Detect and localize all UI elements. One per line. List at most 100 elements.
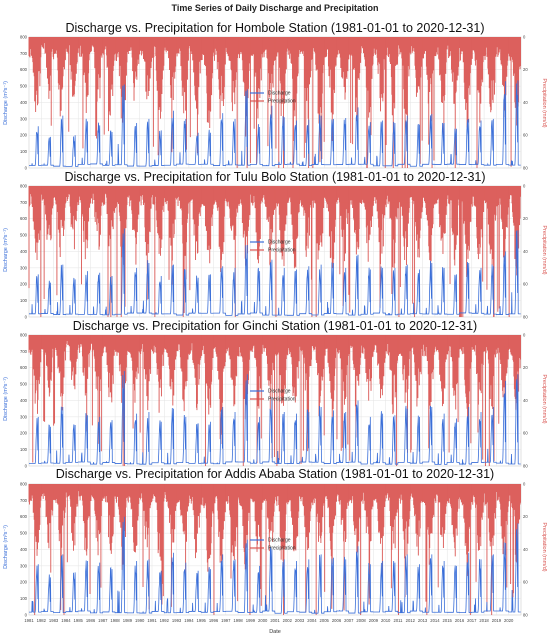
- y-tick-label: 300: [20, 265, 28, 270]
- y-tick-label: 500: [20, 84, 28, 89]
- x-tick-label: 2020: [504, 618, 514, 623]
- legend-label-precipitation: Precipitation: [268, 248, 296, 254]
- x-tick-label: 2019: [492, 618, 502, 623]
- y-tick-label: 200: [20, 282, 28, 287]
- x-tick-label: 1986: [86, 618, 96, 623]
- legend-label-precipitation: Precipitation: [268, 99, 296, 105]
- legend: Discharge Precipitation: [250, 91, 296, 105]
- x-tick-label: 2017: [467, 618, 477, 623]
- y-tick-label: 800: [20, 332, 28, 337]
- x-tick-label: 2006: [332, 618, 342, 623]
- x-axis-label: Date: [269, 629, 281, 635]
- x-tick-label: 2005: [320, 618, 330, 623]
- x-tick-label: 1984: [61, 618, 71, 623]
- x-tick-label: 1985: [74, 618, 84, 623]
- legend: Discharge Precipitation: [250, 389, 296, 403]
- x-tick-label: 1996: [209, 618, 219, 623]
- y-tick-label: 100: [20, 596, 28, 601]
- y-tick-label: 200: [20, 580, 28, 585]
- legend: Discharge Precipitation: [250, 538, 296, 552]
- panel-title: Discharge vs. Precipitation for Ginchi S…: [73, 319, 477, 333]
- x-tick-label: 1995: [197, 618, 207, 623]
- x-tick-label: 1997: [221, 618, 231, 623]
- y-tick-label: 100: [20, 298, 28, 303]
- y2-tick-label: 20: [523, 514, 528, 519]
- x-tick-label: 2012: [406, 618, 416, 623]
- legend-label-precipitation: Precipitation: [268, 397, 296, 403]
- y-tick-label: 400: [20, 249, 28, 254]
- y-tick-label: 0: [25, 612, 28, 617]
- panel-title: Discharge vs. Precipitation for Hombole …: [66, 21, 485, 35]
- y-tick-label: 300: [20, 414, 28, 419]
- y-tick-label: 500: [20, 382, 28, 387]
- y-tick-label: 100: [20, 149, 28, 154]
- y2-axis-label: Precipitation (mm/d): [541, 225, 547, 274]
- figure-title: Time Series of Daily Discharge and Preci…: [172, 3, 379, 13]
- panel-ginchi: Discharge vs. Precipitation for Ginchi S…: [3, 319, 547, 468]
- y-tick-label: 200: [20, 431, 28, 436]
- legend-label-discharge: Discharge: [268, 91, 291, 97]
- x-tick-label: 1982: [37, 618, 47, 623]
- y-tick-label: 700: [20, 498, 28, 503]
- legend-label-discharge: Discharge: [268, 389, 291, 395]
- x-tick-label: 1994: [184, 618, 194, 623]
- x-tick-label: 2007: [344, 618, 354, 623]
- precipitation-series: [28, 37, 522, 168]
- y-tick-label: 700: [20, 349, 28, 354]
- x-tick-label: 2003: [295, 618, 305, 623]
- y-axis-label: Discharge (m³s⁻¹): [3, 377, 9, 421]
- x-tick-label: 1993: [172, 618, 182, 623]
- discharge-series: [29, 516, 521, 614]
- y-tick-label: 400: [20, 100, 28, 105]
- x-tick-label: 2001: [270, 618, 280, 623]
- y2-tick-label: 0: [523, 34, 526, 39]
- y2-tick-label: 40: [523, 398, 528, 403]
- x-tick-label: 1987: [98, 618, 108, 623]
- y2-tick-label: 20: [523, 365, 528, 370]
- x-tick-label: 2002: [283, 618, 293, 623]
- y2-tick-label: 20: [523, 216, 528, 221]
- panel-title: Discharge vs. Precipitation for Tulu Bol…: [64, 170, 485, 184]
- y2-tick-label: 0: [523, 481, 526, 486]
- y-tick-label: 0: [25, 463, 28, 468]
- y-tick-label: 600: [20, 514, 28, 519]
- precipitation-series: [28, 335, 522, 466]
- plot-area: 0 100 200 300 400 500 600 700 800 0 20 40 60 80: [20, 332, 528, 468]
- y2-tick-label: 40: [523, 547, 528, 552]
- y-tick-label: 600: [20, 67, 28, 72]
- x-tick-label: 2014: [430, 618, 440, 623]
- y2-tick-label: 60: [523, 282, 528, 287]
- x-tick-label: 2008: [356, 618, 366, 623]
- y-tick-label: 800: [20, 34, 28, 39]
- x-tick-label: 1998: [233, 618, 243, 623]
- y-axis-label: Discharge (m³s⁻¹): [3, 228, 9, 272]
- y-tick-label: 400: [20, 547, 28, 552]
- legend: Discharge Precipitation: [250, 240, 296, 254]
- y2-tick-label: 20: [523, 67, 528, 72]
- x-tick-label: 2009: [369, 618, 379, 623]
- y-tick-label: 800: [20, 183, 28, 188]
- panel-addis-ababa: Discharge vs. Precipitation for Addis Ab…: [3, 467, 547, 635]
- x-tick-label: 2010: [381, 618, 391, 623]
- panel-title: Discharge vs. Precipitation for Addis Ab…: [56, 467, 494, 481]
- x-tick-label: 2018: [479, 618, 489, 623]
- x-tick-label: 1992: [160, 618, 170, 623]
- legend-label-discharge: Discharge: [268, 240, 291, 246]
- y-tick-label: 300: [20, 116, 28, 121]
- y2-tick-label: 80: [523, 165, 528, 170]
- x-tick-label: 1999: [246, 618, 256, 623]
- y-tick-label: 0: [25, 165, 28, 170]
- x-tick-label: 1991: [147, 618, 157, 623]
- x-tick-label: 2013: [418, 618, 428, 623]
- y-tick-label: 500: [20, 233, 28, 238]
- y-axis-label: Discharge (m³s⁻¹): [3, 81, 9, 125]
- plot-area: 0 100 200 300 400 500 600 700 800 0 20 40 60 80: [20, 34, 528, 170]
- x-tick-label: 1990: [135, 618, 145, 623]
- x-tick-label: 1989: [123, 618, 133, 623]
- y-tick-label: 100: [20, 447, 28, 452]
- y2-tick-label: 40: [523, 249, 528, 254]
- y-tick-label: 400: [20, 398, 28, 403]
- x-tick-label: 2004: [307, 618, 317, 623]
- precipitation-series: [28, 186, 522, 317]
